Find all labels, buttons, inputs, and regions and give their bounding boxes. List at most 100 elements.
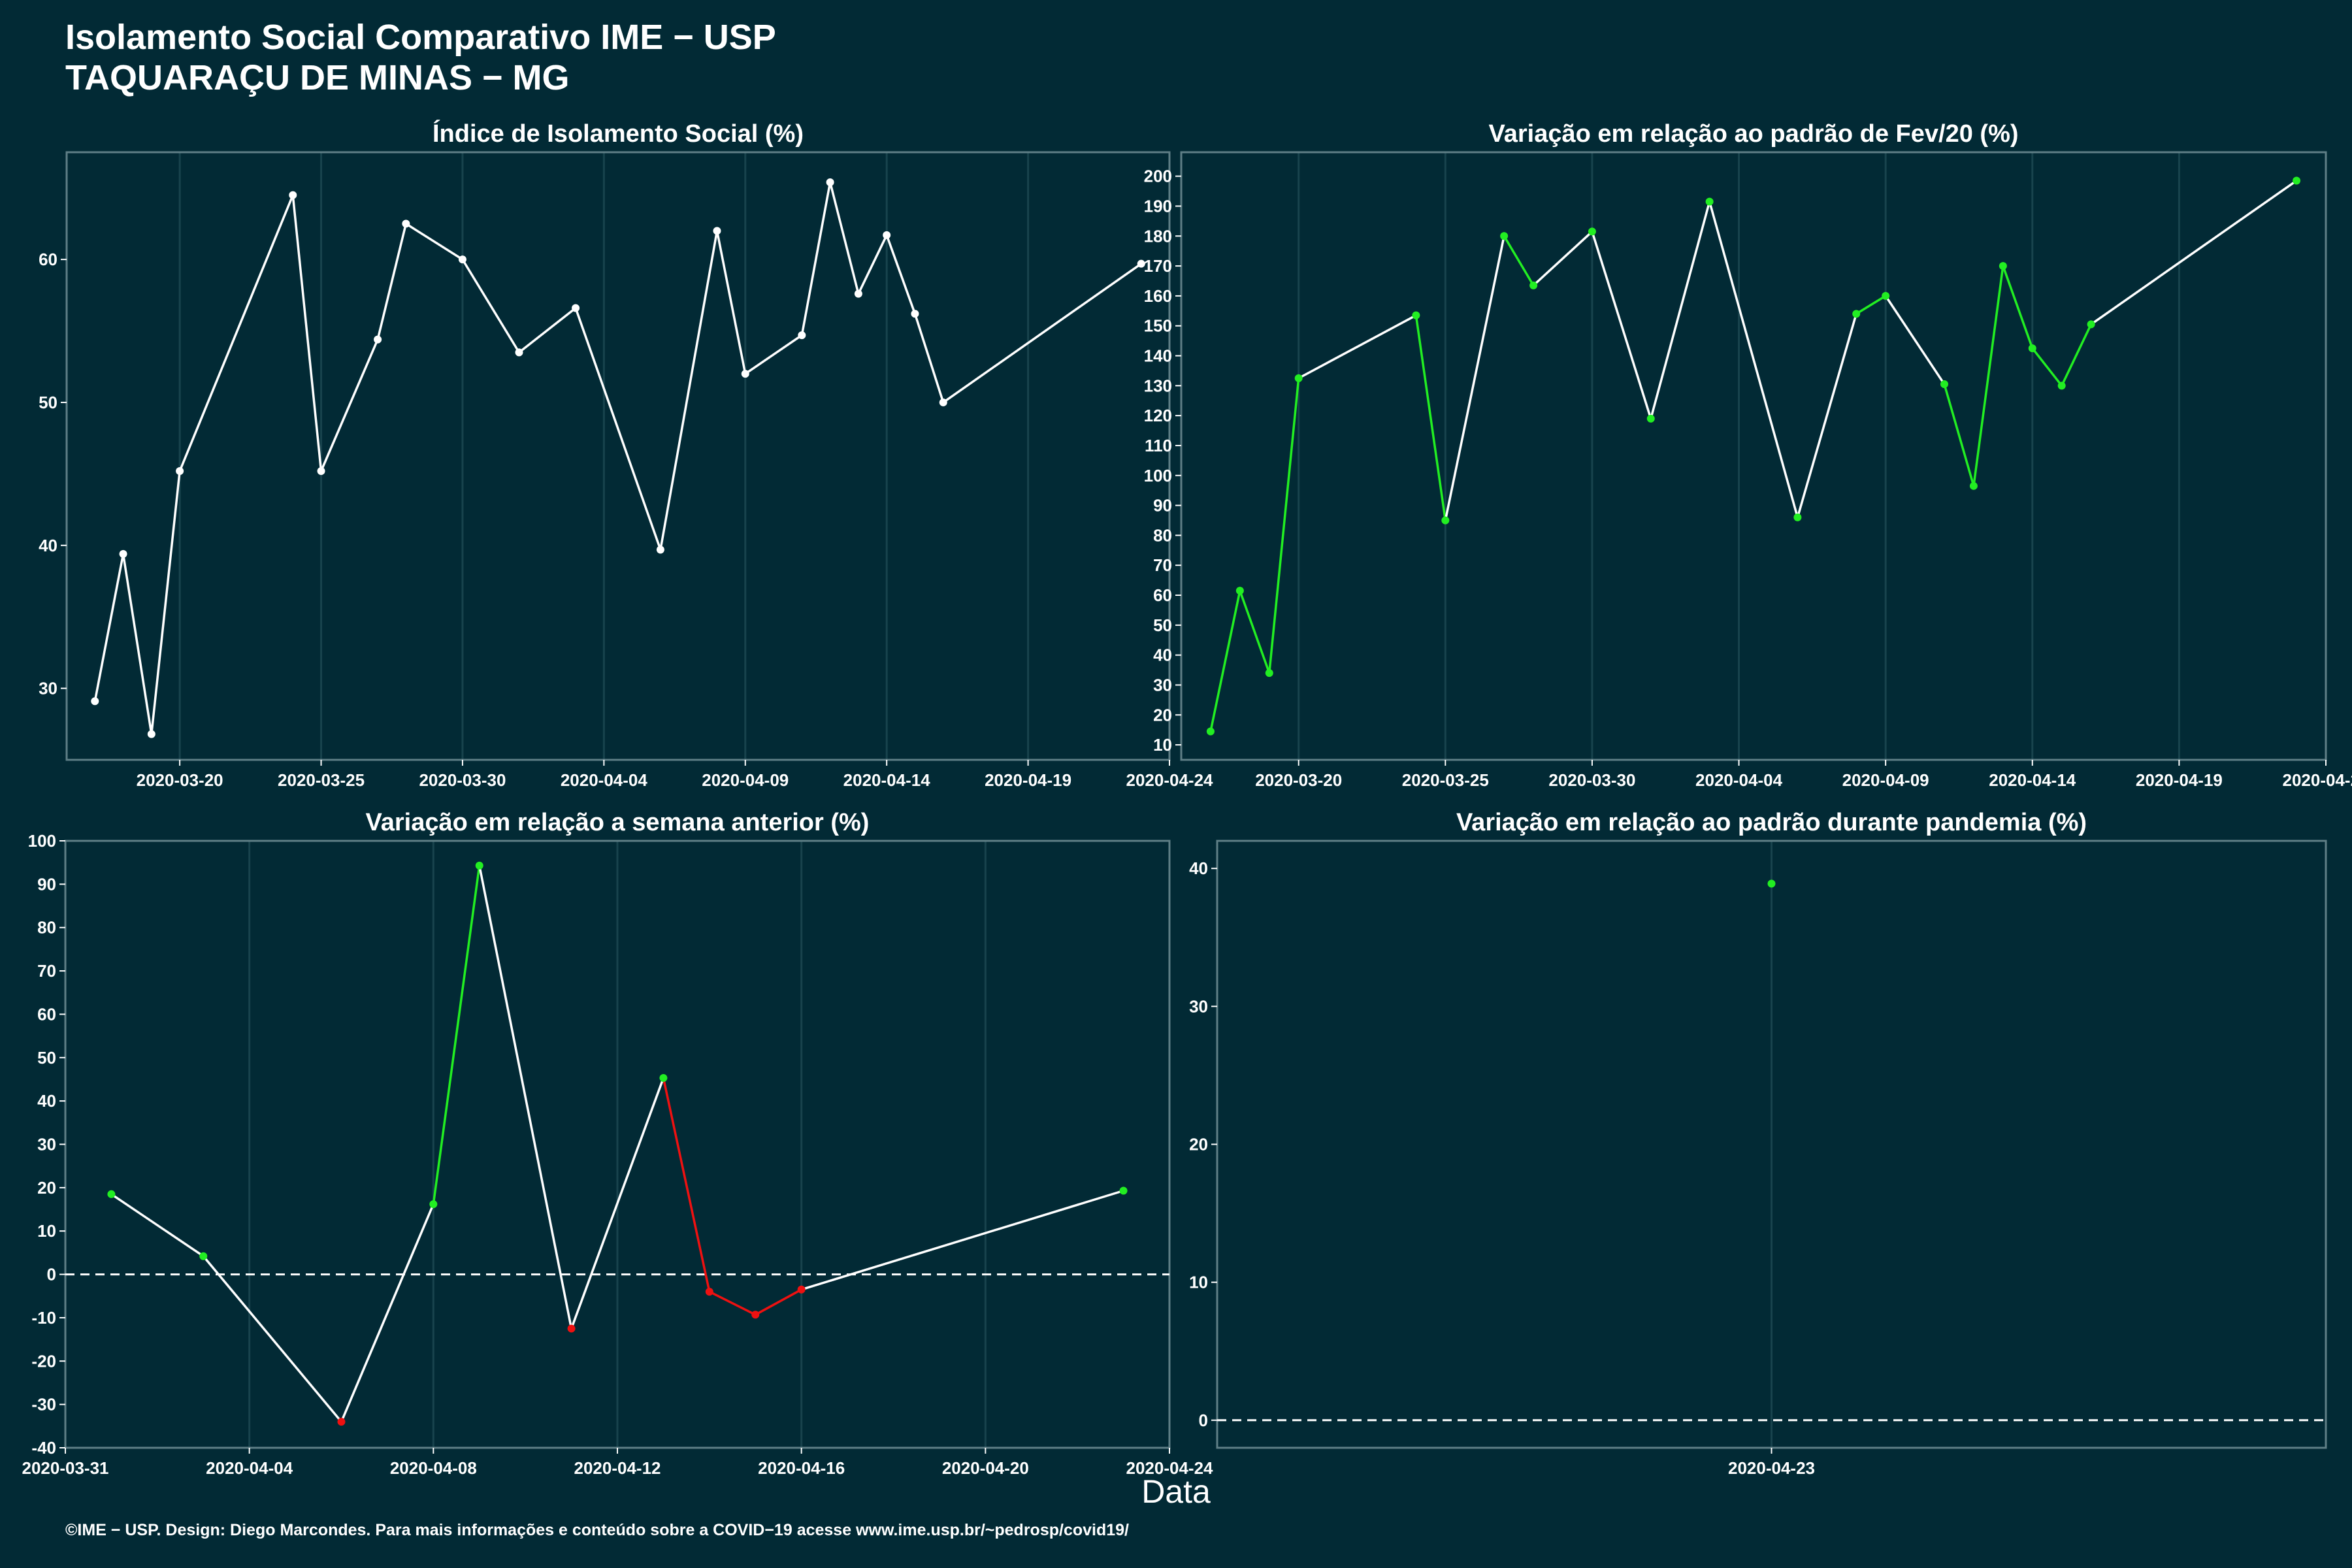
data-point bbox=[1969, 482, 1978, 490]
series-segment bbox=[2031, 347, 2063, 387]
series-segment bbox=[1855, 295, 1887, 316]
x-tick-label: 2020-03-20 bbox=[1255, 770, 1342, 790]
data-point bbox=[1999, 262, 2007, 270]
x-tick-label: 2020-04-16 bbox=[758, 1458, 845, 1478]
series-segment bbox=[1414, 314, 1447, 522]
y-tick-label: -40 bbox=[31, 1438, 56, 1458]
data-point bbox=[1882, 291, 1890, 300]
panel-title: Índice de Isolamento Social (%) bbox=[433, 119, 804, 148]
y-tick-label: 60 bbox=[39, 250, 57, 269]
y-tick-label: 30 bbox=[1153, 675, 1172, 694]
series-segment bbox=[715, 229, 747, 375]
series-segment bbox=[340, 1203, 435, 1423]
y-tick-label: 50 bbox=[37, 1048, 56, 1068]
x-tick-label: 2020-04-09 bbox=[702, 770, 789, 790]
data-point bbox=[1441, 516, 1450, 525]
series-segment bbox=[404, 222, 464, 261]
y-tick-label: 40 bbox=[39, 536, 57, 555]
y-tick-label: 110 bbox=[1145, 436, 1172, 455]
x-tick-label: 2020-04-04 bbox=[561, 770, 648, 790]
x-tick-label: 2020-03-30 bbox=[1548, 770, 1635, 790]
data-point bbox=[458, 255, 466, 264]
series-segment bbox=[1591, 230, 1652, 420]
y-tick-label: 150 bbox=[1144, 316, 1172, 336]
panel-title: Variação em relação ao padrão de Fev/20 … bbox=[1488, 120, 2018, 148]
series-segment bbox=[857, 234, 888, 295]
data-point bbox=[911, 310, 919, 318]
series-segment bbox=[461, 258, 521, 354]
data-point bbox=[1412, 311, 1420, 319]
x-tick-label: 2020-04-12 bbox=[574, 1458, 661, 1478]
y-tick-label: 170 bbox=[1144, 256, 1172, 276]
data-point bbox=[1767, 879, 1776, 888]
y-tick-label: 30 bbox=[1189, 996, 1208, 1016]
series-segment bbox=[432, 864, 481, 1205]
x-tick-label: 2020-04-24 bbox=[2283, 770, 2352, 790]
x-tick-label: 2020-03-25 bbox=[278, 770, 365, 790]
x-tick-label: 2020-04-14 bbox=[1989, 770, 2076, 790]
y-tick-label: 70 bbox=[1153, 555, 1172, 575]
data-point bbox=[289, 191, 297, 199]
x-tick-label: 2020-04-24 bbox=[1126, 770, 1214, 790]
series-segment bbox=[93, 553, 125, 703]
y-tick-label: 30 bbox=[37, 1135, 56, 1154]
series-segment bbox=[1708, 200, 1799, 519]
data-point bbox=[741, 370, 749, 378]
data-point bbox=[107, 1190, 116, 1198]
data-point bbox=[1206, 727, 1215, 736]
y-tick-label: 160 bbox=[1144, 286, 1172, 306]
x-tick-label: 2020-04-14 bbox=[843, 770, 931, 790]
series-segment bbox=[662, 1077, 711, 1293]
y-tick-label: 80 bbox=[37, 918, 56, 938]
series-segment bbox=[913, 312, 945, 404]
series-segment bbox=[1209, 589, 1241, 733]
data-point bbox=[1940, 380, 1948, 389]
x-tick-label: 2020-04-19 bbox=[985, 770, 1071, 790]
series-segment bbox=[885, 234, 917, 316]
y-tick-label: 50 bbox=[39, 393, 57, 412]
series-segment bbox=[1650, 200, 1711, 420]
y-tick-label: 130 bbox=[1144, 376, 1172, 395]
series-segment bbox=[2060, 323, 2093, 387]
y-tick-label: 40 bbox=[1153, 645, 1172, 665]
y-tick-label: 90 bbox=[37, 874, 56, 894]
series-segment bbox=[122, 553, 153, 736]
data-point bbox=[1119, 1186, 1128, 1195]
data-point bbox=[1235, 587, 1244, 595]
x-axis-label: Data bbox=[1141, 1473, 1211, 1510]
y-tick-label: 0 bbox=[1199, 1411, 1208, 1430]
series-segment bbox=[1503, 235, 1535, 287]
data-point bbox=[939, 398, 947, 406]
data-point bbox=[1646, 414, 1655, 423]
x-tick-label: 2020-04-08 bbox=[390, 1458, 477, 1478]
series-segment bbox=[2089, 179, 2298, 326]
y-tick-label: 20 bbox=[1189, 1135, 1208, 1154]
series-segment bbox=[1532, 230, 1593, 287]
data-point bbox=[713, 227, 721, 235]
footer-credits: ©IME − USP. Design: Diego Marcondes. Par… bbox=[65, 1521, 1129, 1539]
series-segment bbox=[708, 1290, 757, 1316]
data-point bbox=[2057, 382, 2066, 390]
y-tick-label: 0 bbox=[47, 1265, 56, 1284]
series-segment bbox=[1972, 265, 2004, 487]
data-point bbox=[147, 730, 155, 738]
data-point bbox=[2087, 320, 2095, 329]
data-point bbox=[402, 220, 410, 228]
y-tick-label: -20 bbox=[31, 1351, 56, 1371]
series-segment bbox=[1943, 383, 1975, 487]
series-segment bbox=[1268, 377, 1300, 674]
y-tick-label: 40 bbox=[1189, 858, 1208, 878]
y-tick-label: 50 bbox=[1153, 615, 1172, 635]
y-tick-label: 190 bbox=[1144, 196, 1172, 216]
series-segment bbox=[478, 864, 573, 1330]
series-segment bbox=[1444, 235, 1505, 522]
x-tick-label: 2020-03-20 bbox=[137, 770, 223, 790]
series-segment bbox=[202, 1254, 343, 1423]
y-tick-label: 60 bbox=[1153, 585, 1172, 605]
data-point bbox=[119, 549, 127, 558]
y-tick-label: 40 bbox=[37, 1091, 56, 1111]
panel-border bbox=[1180, 151, 2327, 761]
data-point bbox=[1500, 232, 1509, 240]
series-segment bbox=[754, 1288, 803, 1316]
